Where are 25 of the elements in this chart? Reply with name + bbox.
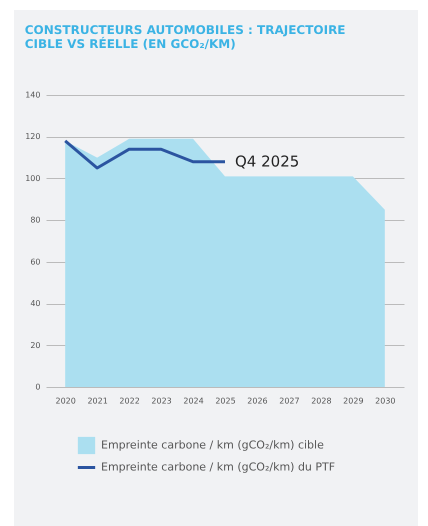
y-tick-label: 60 [30,257,40,266]
line-series [64,139,226,170]
x-tick-label: 2027 [279,396,300,406]
x-tick-label: 2022 [119,396,140,406]
y-tick-label: 100 [25,174,40,183]
legend-label: Empreinte carbone / km (gCO₂/km) cible [101,438,324,452]
annotation: Q4 2025 [235,152,300,171]
x-tick-label: 2028 [311,396,332,406]
x-tick-label: 2025 [215,396,236,406]
y-tick-label: 20 [30,340,40,350]
text: CIBLE VS RÉELLE (EN GCO₂/KM) [24,37,236,51]
x-tick-label: 2030 [375,396,396,406]
x-tick-label: 2023 [151,396,172,406]
x-tick-label: 2026 [247,396,268,406]
x-tick-label: 2029 [343,396,364,406]
text: CONSTRUCTEURS AUTOMOBILES : TRAJECTOIRE [24,23,346,37]
y-tick-label: 140 [25,90,40,100]
x-tick-label: 2020 [56,396,76,406]
x-tick-label: 2021 [87,396,108,406]
y-tick-label: 40 [30,299,40,308]
y-tick-label: 80 [30,216,40,225]
y-tick-label: 120 [25,132,40,142]
legend-label: Empreinte carbone / km (gCO₂/km) du PTF [101,460,336,474]
y-tick-label: 0 [35,382,40,392]
x-tick-label: 2024 [183,396,204,406]
